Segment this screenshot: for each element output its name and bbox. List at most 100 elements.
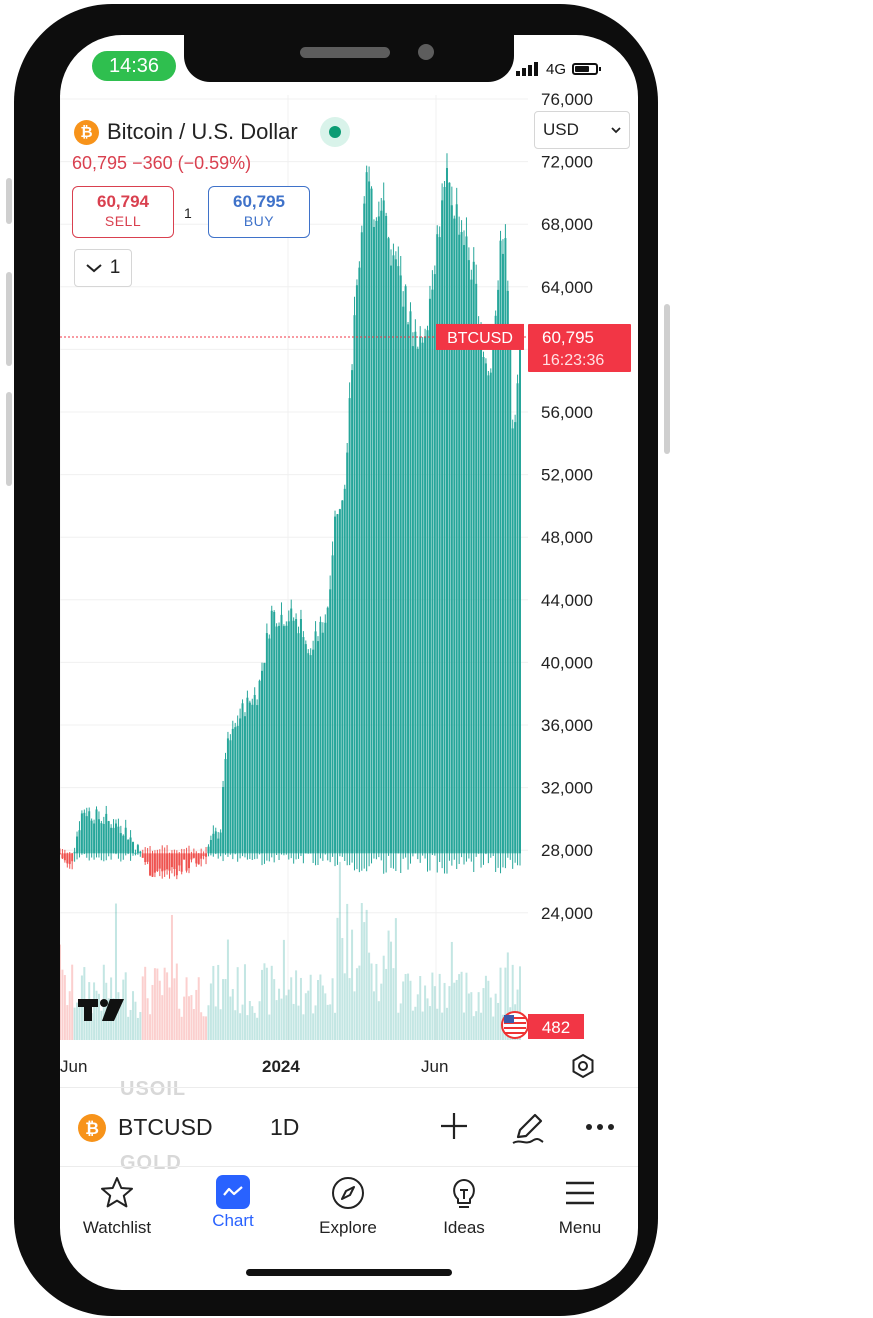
volume-bar [278, 988, 281, 1040]
volume-bar [343, 973, 346, 1040]
chart-settings-button[interactable] [570, 1053, 596, 1084]
candle [278, 625, 281, 854]
volume-bar [175, 963, 178, 1040]
nav-chart[interactable]: Chart [178, 1175, 288, 1231]
buy-button[interactable]: 60,795 BUY [208, 186, 310, 238]
candle [360, 232, 363, 854]
x-tick-label: 2024 [262, 1057, 300, 1076]
volume-bar [497, 1002, 500, 1040]
volume-bar [299, 977, 302, 1040]
y-tick-label: 64,000 [541, 278, 593, 297]
volume-bar [241, 1004, 244, 1040]
buy-price: 60,795 [233, 192, 285, 211]
plus-icon[interactable] [438, 1110, 470, 1142]
volume-bar [61, 969, 64, 1040]
candle [222, 787, 225, 854]
volume-bar [270, 965, 273, 1040]
candle [192, 853, 195, 858]
candle [385, 215, 388, 854]
volume-bar [372, 991, 375, 1040]
volume-bar [275, 1000, 278, 1040]
volume-bar [127, 1016, 130, 1040]
signal-icon [516, 62, 538, 76]
collapse-legend-button[interactable]: 1 [74, 249, 132, 287]
candle [275, 626, 278, 854]
home-indicator [246, 1269, 452, 1276]
candle [224, 759, 227, 854]
candle [407, 324, 410, 854]
nav-ideas[interactable]: Ideas [409, 1175, 519, 1238]
status-indicators: 4G [516, 57, 602, 81]
candle [329, 589, 332, 854]
volume-bar [302, 1014, 305, 1040]
candle [377, 216, 380, 854]
candle [519, 336, 521, 854]
background-list-item: GOLD [120, 1152, 182, 1174]
volume-bar [178, 1008, 181, 1040]
candle [477, 331, 480, 854]
candle [394, 259, 397, 854]
volume-bar [149, 1014, 152, 1040]
candle [331, 555, 334, 854]
nav-menu[interactable]: Menu [525, 1175, 635, 1238]
volume-bar [85, 1005, 88, 1040]
candle [61, 853, 64, 859]
candle [197, 853, 200, 865]
candle [397, 266, 400, 854]
bar-countdown: 16:23:36 [542, 352, 604, 369]
candle [80, 813, 83, 854]
volume-bar [511, 964, 514, 1040]
candle [292, 620, 295, 854]
volume-bar [480, 1012, 483, 1040]
volume-bar [136, 1017, 139, 1040]
candle [514, 422, 517, 854]
candle [83, 812, 86, 854]
volume-bar [453, 982, 456, 1040]
volume-bar [146, 998, 149, 1040]
volume-bar [399, 1003, 402, 1040]
toolbar-interval-button[interactable]: 1D [270, 1114, 300, 1140]
volume-bar [151, 984, 154, 1040]
volume-bar [263, 963, 266, 1040]
price-chart[interactable]: 76,000 72,000 68,000 64,000 56,000 52,000 48,0… [60, 35, 638, 1085]
candle [268, 638, 271, 854]
y-tick-label: 52,000 [541, 466, 593, 485]
candle [287, 621, 290, 854]
candle [295, 619, 298, 854]
candle [494, 315, 497, 854]
y-tick-label: 76,000 [541, 90, 593, 109]
nav-explore[interactable]: Explore [293, 1175, 403, 1238]
candle [236, 725, 239, 854]
candle [428, 298, 431, 854]
currency-select[interactable]: USD [534, 111, 630, 149]
instrument-header[interactable]: ₿ Bitcoin / U.S. Dollar [74, 117, 350, 147]
volume-bar [231, 989, 234, 1040]
front-camera [418, 44, 434, 60]
candle [180, 853, 183, 872]
volume-bar [443, 982, 446, 1040]
nav-watchlist[interactable]: Watchlist [62, 1175, 172, 1238]
candle [409, 311, 412, 854]
candle [365, 172, 368, 854]
candle [319, 621, 322, 854]
volume-bar [122, 979, 125, 1040]
candle [149, 853, 152, 876]
more-options-icon[interactable] [584, 1110, 618, 1142]
candle [363, 203, 366, 854]
toolbar-symbol-button[interactable]: BTCUSD [118, 1114, 213, 1140]
volume-bar [248, 1001, 251, 1040]
candle [338, 509, 341, 854]
drawing-pen-icon[interactable] [510, 1110, 546, 1146]
candle [270, 610, 273, 854]
candle [382, 200, 385, 854]
price-change-line: 60,795 −360 (−0.59%) [72, 153, 251, 174]
candle [212, 833, 215, 854]
candle [107, 821, 110, 854]
volume-bar [450, 941, 453, 1040]
volume-bar [463, 1012, 466, 1040]
candle [436, 234, 439, 854]
sell-button[interactable]: 60,794 SELL [72, 186, 174, 238]
candle [151, 853, 154, 877]
candle [163, 853, 166, 871]
market-open-indicator [319, 117, 350, 147]
